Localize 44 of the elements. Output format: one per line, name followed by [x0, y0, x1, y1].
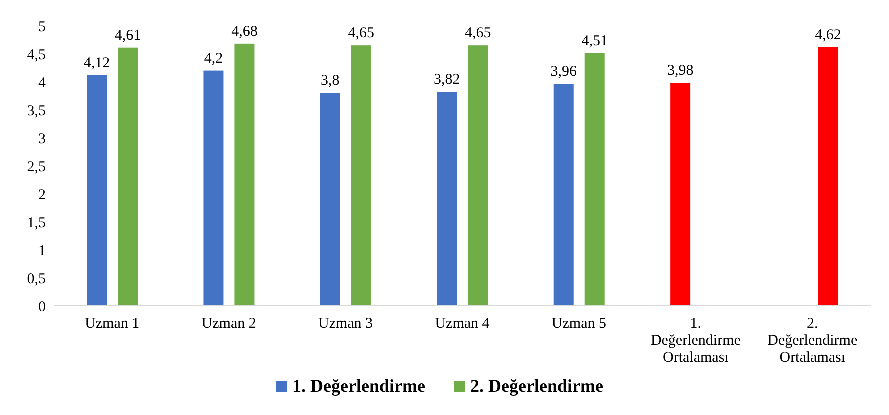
data-label: 4,62	[815, 27, 842, 44]
bar	[320, 93, 340, 306]
x-tick-label: Uzman 4	[435, 316, 490, 332]
x-tick-label: 2. Değerlendirme Ortalaması	[768, 316, 858, 366]
x-tick-label: Uzman 5	[552, 316, 607, 332]
data-label: 4,61	[114, 28, 142, 44]
y-tick-label: 0	[38, 299, 46, 316]
data-label: 3,98	[667, 63, 694, 80]
bar	[351, 46, 372, 306]
data-label: 3,8	[321, 73, 340, 90]
y-tick-label: 4,5	[27, 47, 46, 64]
x-tick-label: 1. Değerlendirme Ortalaması	[650, 316, 742, 366]
bar	[554, 84, 574, 306]
data-label: 3,96	[550, 64, 578, 80]
y-tick-label: 1	[38, 243, 46, 260]
data-label: 4,12	[84, 55, 110, 72]
data-label: 3,82	[434, 72, 460, 88]
y-tick-label: 3	[38, 131, 46, 148]
bar	[204, 70, 224, 306]
bar	[670, 83, 691, 306]
legend-label: 1. Değerlendirme	[292, 376, 426, 397]
bar	[118, 48, 138, 306]
x-tick-label: Uzman 2	[202, 316, 256, 332]
bar	[584, 53, 605, 306]
bar	[468, 46, 488, 306]
bar	[437, 92, 458, 306]
y-tick-label: 0,5	[27, 271, 46, 288]
data-label: 4,65	[465, 26, 492, 42]
y-tick-label: 5	[38, 19, 46, 36]
y-tick-label: 2,5	[27, 159, 46, 176]
legend-label: 2. Değerlendirme	[470, 376, 604, 397]
y-tick-label: 4	[38, 75, 46, 92]
bar	[87, 75, 107, 306]
data-label: 4,65	[348, 26, 375, 42]
data-label: 4,51	[582, 33, 608, 50]
y-tick-label: 3,5	[27, 103, 46, 120]
bar	[234, 44, 255, 306]
data-label: 4,2	[204, 50, 224, 67]
x-tick-label: Uzman 3	[318, 316, 374, 332]
y-tick-label: 1,5	[27, 215, 46, 232]
bar	[818, 47, 838, 306]
x-tick-label: Uzman 1	[85, 316, 140, 332]
data-label: 4,68	[232, 24, 258, 40]
y-tick-label: 2	[38, 187, 46, 204]
